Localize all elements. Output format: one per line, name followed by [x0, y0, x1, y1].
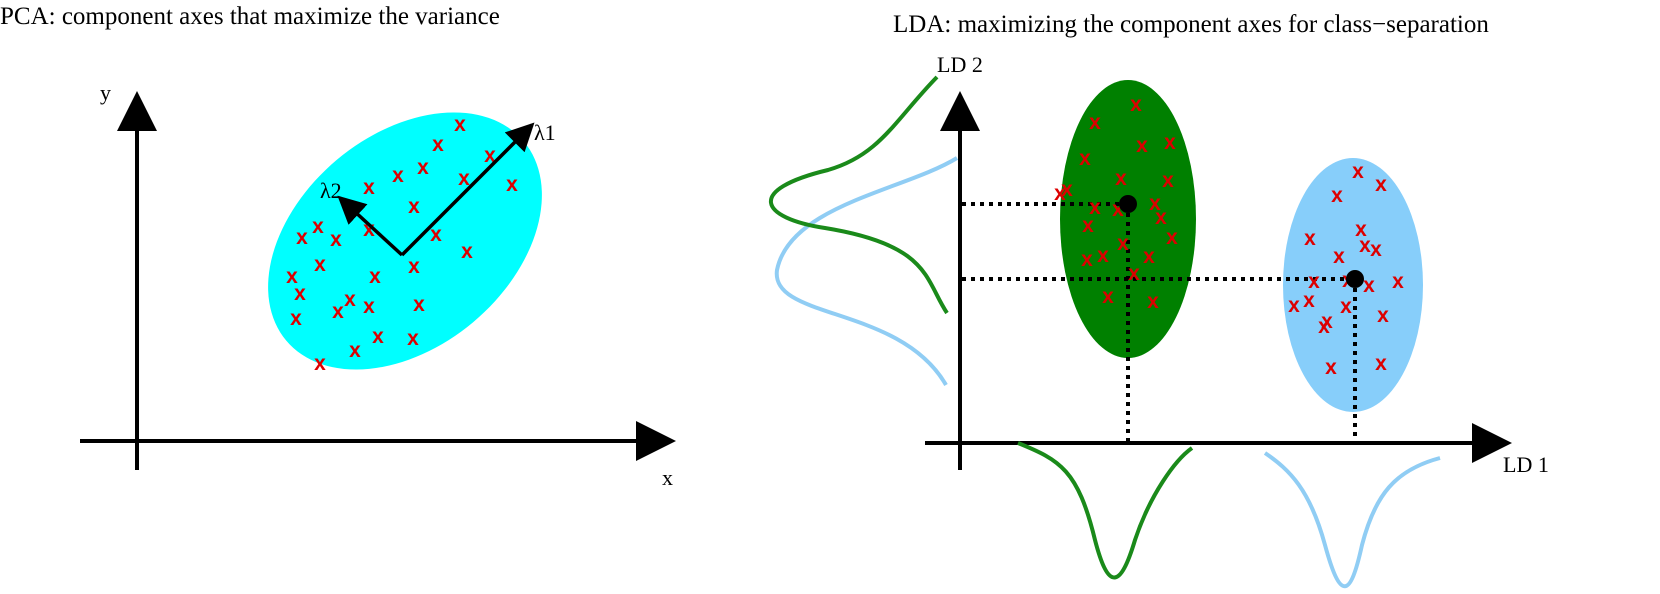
pca-component1-arrow: [400, 122, 535, 257]
lda-class2-data-point: x: [1355, 218, 1367, 241]
lda-class2-data-point: x: [1377, 304, 1389, 327]
lda-class2-mean-point: [1346, 270, 1364, 288]
pca-data-point: x: [413, 293, 425, 316]
pca-data-point: x: [330, 228, 342, 251]
lda-class1-data-point: x: [1089, 196, 1101, 219]
pca-data-point: x: [408, 195, 420, 218]
lda-class2-data-point: x: [1288, 294, 1300, 317]
lda-class2-data-point: x: [1392, 270, 1404, 293]
lda-class2-data-point: x: [1340, 295, 1352, 318]
lda-class2-data-point: x: [1325, 356, 1337, 379]
pca-panel: PCA: component axes that maximize the va…: [0, 3, 676, 490]
lda-class1-data-point: x: [1128, 262, 1140, 285]
lda-class2-data-point: x: [1352, 160, 1364, 183]
pca-data-point: x: [484, 144, 496, 167]
lda-class2-data-point: x: [1303, 289, 1315, 312]
lda-class1-data-point: x: [1082, 214, 1094, 237]
pca-x-axis-label: x: [662, 465, 673, 490]
lda-class1-data-point: x: [1149, 192, 1161, 215]
pca-data-point: x: [417, 156, 429, 179]
pca-data-point: x: [369, 265, 381, 288]
lda-class2-data-point: x: [1370, 238, 1382, 261]
pca-data-ellipse: [268, 112, 542, 370]
lda-ld2-class1-distribution: [769, 75, 949, 315]
lda-class2-data-point: x: [1304, 227, 1316, 250]
pca-data-point: x: [314, 253, 326, 276]
pca-data-point: x: [349, 339, 361, 362]
pca-data-point: x: [290, 307, 302, 330]
lda-panel: LDA: maximizing the component axes for c…: [769, 11, 1549, 589]
lda-class1-data-point: x: [1147, 290, 1159, 313]
lda-class1-data-point: x: [1079, 147, 1091, 170]
lda-class1-data-point: x: [1115, 167, 1127, 190]
lda-class1-data-point: x: [1155, 206, 1167, 229]
lda-class1-data-point: x: [1136, 134, 1148, 157]
pca-data-point: x: [363, 295, 375, 318]
lda-class1-data-point: x: [1164, 131, 1176, 154]
pca-y-axis-label: y: [100, 80, 111, 105]
lda-class2-data-point: x: [1375, 352, 1387, 375]
lda-class1-data-point: x: [1061, 178, 1073, 201]
pca-data-point: x: [372, 325, 384, 348]
pca-data-point: x: [407, 327, 419, 350]
lda-class1-data-point: x: [1130, 93, 1142, 116]
lda-class1-data-point: x: [1089, 111, 1101, 134]
lda-class1-data-point: x: [1102, 285, 1114, 308]
pca-data-point: x: [461, 240, 473, 263]
lda-class2-data-point: x: [1308, 270, 1320, 293]
lda-class1-ellipse: [1060, 80, 1196, 358]
pca-data-point: x: [408, 255, 420, 278]
pca-data-point: x: [458, 167, 470, 190]
lda-class2-data-point: x: [1333, 245, 1345, 268]
lda-ld1-class1-distribution: [1017, 441, 1194, 580]
lda-class1-data-point: x: [1162, 169, 1174, 192]
pca-data-point: x: [454, 113, 466, 136]
lda-projection-lines: [962, 202, 1357, 441]
lda-class1-data-point: x: [1166, 226, 1178, 249]
lda-class1-data-point: x: [1097, 244, 1109, 267]
pca-data-point: x: [392, 164, 404, 187]
pca-data-point: x: [344, 288, 356, 311]
pca-data-point: x: [312, 215, 324, 238]
pca-data-point: x: [363, 176, 375, 199]
lda-class1-mean-point: [1119, 195, 1137, 213]
lda-class2-data-point: x: [1321, 310, 1333, 333]
pca-data-point: x: [314, 352, 326, 375]
pca-data-point: x: [286, 265, 298, 288]
lda-class2-data-point: x: [1331, 184, 1343, 207]
pca-component1-label: λ1: [534, 120, 556, 145]
lda-ld2-class2-distribution: [774, 156, 959, 386]
pca-data-point: x: [332, 300, 344, 323]
lda-title: LDA: maximizing the component axes for c…: [893, 11, 1489, 38]
lda-class1-data-point: x: [1054, 182, 1066, 205]
lda-class1-data-point: x: [1117, 232, 1129, 255]
lda-class1-data-point: x: [1143, 245, 1155, 268]
lda-class2-data-point: x: [1363, 274, 1375, 297]
pca-data-point: x: [430, 223, 442, 246]
lda-ld1-axis-label: LD 1: [1503, 452, 1549, 477]
lda-class2-data-point: x: [1359, 234, 1371, 257]
pca-title: PCA: component axes that maximize the va…: [0, 3, 500, 30]
lda-class2-data-point: x: [1318, 315, 1330, 338]
pca-component2-arrow: [337, 195, 404, 257]
pca-data-point: x: [506, 173, 518, 196]
pca-component2-label: λ2: [320, 178, 342, 203]
pca-data-point: x: [294, 282, 306, 305]
lda-ld2-axis-label: LD 2: [937, 52, 983, 77]
pca-data-point: x: [296, 226, 308, 249]
lda-ld1-class2-distribution: [1263, 451, 1441, 589]
lda-class1-data-point: x: [1081, 248, 1093, 271]
lda-class2-data-point: x: [1375, 173, 1387, 196]
pca-data-point: x: [432, 133, 444, 156]
